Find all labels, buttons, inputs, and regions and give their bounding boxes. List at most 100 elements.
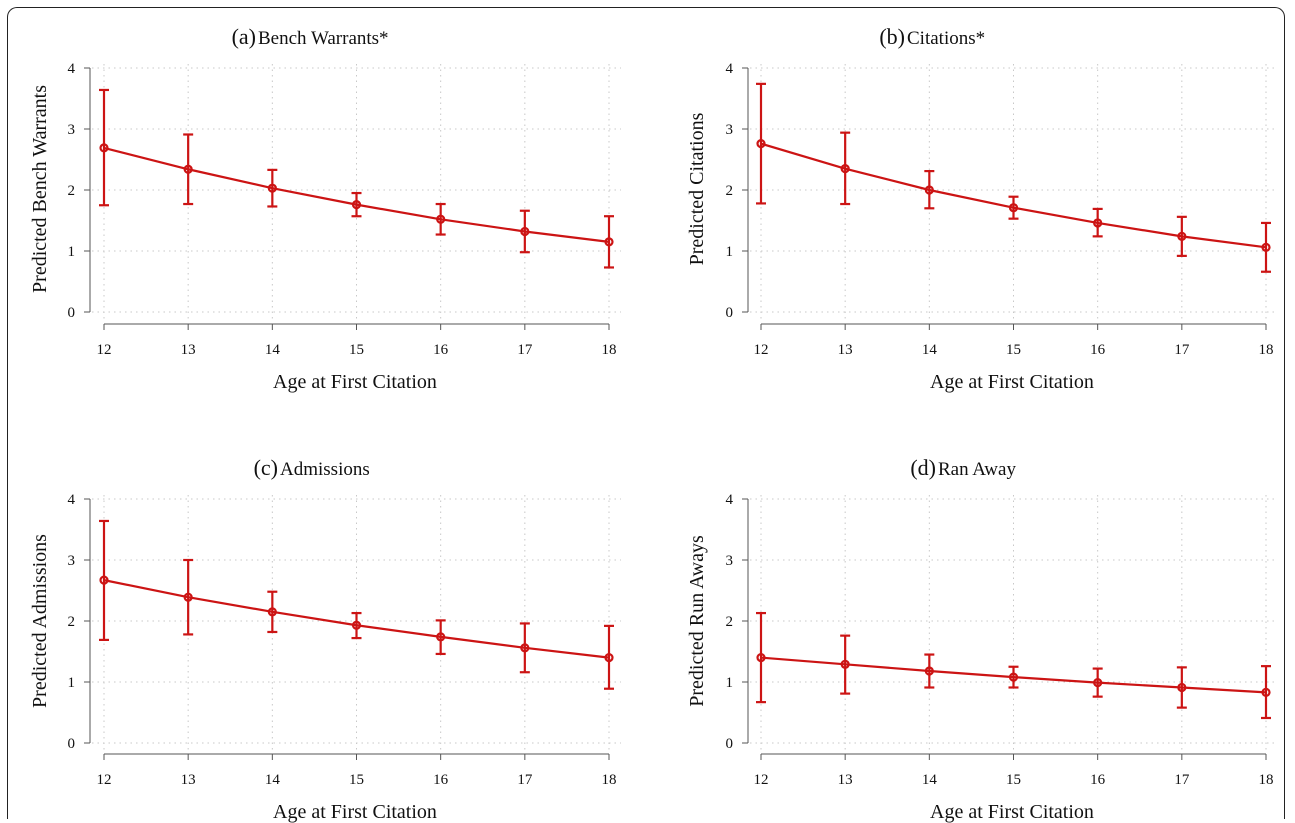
panel-d-data-point (840, 659, 850, 669)
panel-d-y-axis-label: Predicted Run Aways (686, 535, 708, 707)
panel-a-y-tick-label: 1 (68, 244, 76, 260)
panel-d-title-tag: (d) (910, 455, 936, 480)
panel-c-title-tag: (c) (254, 455, 278, 480)
panel-a-title-tag: (a) (232, 24, 256, 49)
panel-b-x-tick-label: 12 (754, 342, 769, 358)
panel-a-series-line (103, 146, 610, 243)
panel-d-data-point (924, 666, 934, 676)
panel-b-x-tick-label: 15 (1006, 342, 1021, 358)
panel-c-data-point (604, 653, 614, 663)
panel-c-data-point (436, 632, 446, 642)
panel-a-x-tick-label: 14 (265, 342, 281, 358)
panel-d-x-tick-label: 16 (1090, 772, 1106, 788)
panel-b-x-axis-label: Age at First Citation (930, 371, 1094, 393)
panel-a-x-tick-label: 12 (97, 342, 112, 358)
panel-a-data-point (520, 226, 530, 237)
panel-c-y-tick-label: 4 (68, 492, 76, 508)
panel-a-data-point (604, 237, 614, 247)
panel-b-series-line (760, 142, 1267, 249)
panel-d-data-point (1093, 678, 1103, 688)
panel-d-x-tick-label: 15 (1006, 772, 1021, 788)
panel-a-x-tick-label: 13 (181, 342, 196, 358)
panel-d-x-tick-label: 18 (1259, 772, 1274, 788)
figure-frame (7, 7, 1285, 819)
panel-a-data-point (267, 183, 277, 193)
panel-c-y-tick-label: 0 (68, 736, 76, 752)
panel-d-y-tick-label: 2 (726, 614, 734, 630)
panel-c-x-tick-label: 16 (433, 772, 449, 788)
panel-c-data-point (99, 575, 109, 585)
panel-a-x-tick-label: 16 (433, 342, 449, 358)
panel-d-data-point (1008, 672, 1019, 682)
panel-a-y-axis-label: Predicted Bench Warrants (29, 85, 51, 293)
panel-c-y-tick-label: 1 (68, 675, 76, 691)
chart-panel-a: (a) Bench Warrants* Predicted Bench Warr… (29, 24, 621, 393)
panel-d-data-point (756, 653, 766, 663)
panel-a-title: Bench Warrants* (258, 28, 389, 49)
panel-d-data-point (1261, 687, 1271, 697)
chart-panel-d: (d) Ran Away Predicted Run Aways Age at … (686, 455, 1278, 823)
panel-b-x-tick-label: 14 (922, 342, 938, 358)
panel-d-y-tick-label: 0 (726, 736, 734, 752)
panel-c-y-tick-label: 3 (68, 553, 76, 569)
panel-b-data-point (840, 164, 850, 174)
panel-b-data-point (1008, 203, 1019, 213)
panel-a-y-tick-label: 0 (68, 305, 76, 321)
panel-c-y-axis-label: Predicted Admissions (29, 534, 51, 708)
panel-d-data-point (1177, 682, 1187, 693)
panel-b-y-tick-label: 1 (726, 244, 734, 260)
panel-a-y-tick-label: 4 (68, 61, 76, 77)
panel-c-x-tick-label: 17 (517, 772, 533, 788)
panel-a-x-tick-label: 15 (349, 342, 364, 358)
panel-a-data-point (351, 200, 362, 210)
panel-c-x-tick-label: 15 (349, 772, 364, 788)
panel-b-x-tick-label: 17 (1174, 342, 1190, 358)
panel-a-data-point (436, 214, 446, 224)
panel-a-x-tick-label: 18 (602, 342, 617, 358)
panel-d-title: Ran Away (938, 459, 1016, 480)
chart-panel-c: (c) Admissions Predicted Admissions Age … (29, 455, 621, 823)
panel-c-x-tick-label: 13 (181, 772, 196, 788)
panel-c-data-point (351, 620, 362, 630)
panel-c-x-tick-label: 12 (97, 772, 112, 788)
chart-panel-b: (b) Citations* Predicted Citations Age a… (686, 24, 1278, 393)
panel-d-x-tick-label: 17 (1174, 772, 1190, 788)
panel-c-data-point (267, 607, 277, 617)
panel-a-y-tick-label: 3 (68, 122, 76, 138)
panel-b-data-point (756, 139, 766, 149)
panel-d-x-tick-label: 12 (754, 772, 769, 788)
panel-b-y-tick-label: 0 (726, 305, 734, 321)
panel-b-x-tick-label: 16 (1090, 342, 1106, 358)
panel-d-y-tick-label: 4 (726, 492, 734, 508)
panel-a-x-tick-label: 17 (517, 342, 533, 358)
panel-b-data-point (924, 185, 934, 195)
panel-d-x-tick-label: 14 (922, 772, 938, 788)
panel-b-y-tick-label: 3 (726, 122, 734, 138)
panel-c-x-axis-label: Age at First Citation (273, 801, 437, 823)
panel-b-title-tag: (b) (879, 24, 905, 49)
panel-b-x-tick-label: 13 (838, 342, 853, 358)
panel-c-data-point (183, 592, 193, 602)
panel-c-x-tick-label: 14 (265, 772, 281, 788)
panel-a-data-point (183, 164, 193, 174)
panel-d-y-tick-label: 3 (726, 553, 734, 569)
panel-d-x-axis-label: Age at First Citation (930, 801, 1094, 823)
panel-b-data-point (1093, 218, 1103, 228)
panel-a-y-tick-label: 2 (68, 183, 76, 199)
panel-b-data-point (1261, 242, 1271, 252)
panel-b-data-point (1177, 231, 1187, 241)
panel-b-title: Citations* (907, 28, 985, 49)
panel-d-x-tick-label: 13 (838, 772, 853, 788)
panel-c-data-point (520, 643, 530, 653)
panel-a-x-axis-label: Age at First Citation (273, 371, 437, 393)
panel-c-title: Admissions (280, 459, 370, 480)
panel-c-y-tick-label: 2 (68, 614, 76, 630)
panel-b-y-tick-label: 4 (726, 61, 734, 77)
panel-c-series-line (103, 579, 610, 659)
panel-b-x-tick-label: 18 (1259, 342, 1274, 358)
panel-c-x-tick-label: 18 (602, 772, 617, 788)
panel-a-data-point (99, 143, 109, 153)
